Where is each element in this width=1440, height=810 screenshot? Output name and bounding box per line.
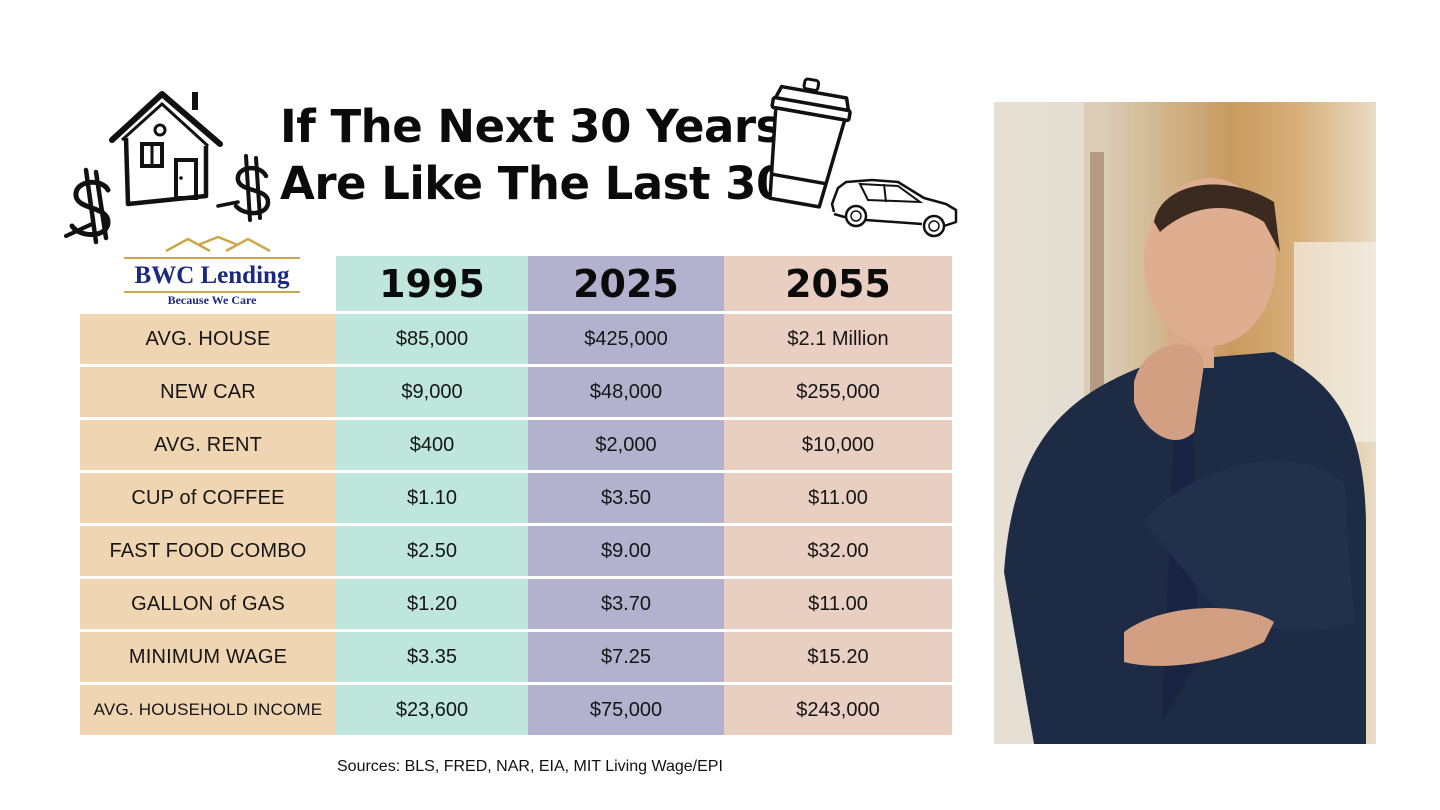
page-title: If The Next 30 Years Are Like The Last 3… bbox=[280, 98, 807, 212]
cell-1995: $23,600 bbox=[336, 682, 528, 735]
logo-tagline: Because We Care bbox=[167, 293, 257, 307]
row-label: AVG. HOUSEHOLD INCOME bbox=[80, 682, 336, 735]
table-row: AVG. HOUSE $85,000 $425,000 $2.1 Million bbox=[80, 311, 952, 366]
column-header-2055: 2055 bbox=[724, 256, 952, 313]
table-row: AVG. RENT $400 $2,000 $10,000 bbox=[80, 417, 952, 472]
cell-2055: $11.00 bbox=[724, 470, 952, 525]
row-label: CUP of COFFEE bbox=[80, 470, 336, 525]
table-row: AVG. HOUSEHOLD INCOME $23,600 $75,000 $2… bbox=[80, 682, 952, 735]
cell-2025: $425,000 bbox=[528, 311, 724, 366]
cell-2025: $48,000 bbox=[528, 364, 724, 419]
cell-2025: $9.00 bbox=[528, 523, 724, 578]
cell-1995: $2.50 bbox=[336, 523, 528, 578]
row-label: NEW CAR bbox=[80, 364, 336, 419]
house-icon bbox=[109, 91, 223, 207]
dollar-sign-icon bbox=[216, 154, 271, 222]
cell-2025: $2,000 bbox=[528, 417, 724, 472]
person-silhouette-icon bbox=[994, 102, 1376, 744]
table-row: NEW CAR $9,000 $48,000 $255,000 bbox=[80, 364, 952, 419]
cell-2025: $7.25 bbox=[528, 629, 724, 684]
cell-2055: $10,000 bbox=[724, 417, 952, 472]
cell-2055: $2.1 Million bbox=[724, 311, 952, 366]
row-label: GALLON of GAS bbox=[80, 576, 336, 631]
cell-2055: $11.00 bbox=[724, 576, 952, 631]
column-header-2025: 2025 bbox=[528, 256, 724, 313]
cell-2025: $75,000 bbox=[528, 682, 724, 735]
cell-1995: $1.10 bbox=[336, 470, 528, 525]
table-row: GALLON of GAS $1.20 $3.70 $11.00 bbox=[80, 576, 952, 631]
cell-1995: $3.35 bbox=[336, 629, 528, 684]
title-line-2: Are Like The Last 30! bbox=[280, 157, 807, 210]
table-row: CUP of COFFEE $1.10 $3.50 $11.00 bbox=[80, 470, 952, 525]
table-row: FAST FOOD COMBO $2.50 $9.00 $32.00 bbox=[80, 523, 952, 578]
table-row: MINIMUM WAGE $3.35 $7.25 $15.20 bbox=[80, 629, 952, 684]
cell-1995: $400 bbox=[336, 417, 528, 472]
row-label: AVG. HOUSE bbox=[80, 311, 336, 366]
row-label: FAST FOOD COMBO bbox=[80, 523, 336, 578]
price-comparison-table: 1995 2025 2055 AVG. HOUSE $85,000 $425,0… bbox=[80, 256, 952, 735]
sources-note: Sources: BLS, FRED, NAR, EIA, MIT Living… bbox=[337, 758, 723, 775]
dollar-sign-icon bbox=[64, 167, 111, 245]
column-header-1995: 1995 bbox=[336, 256, 528, 313]
cell-1995: $85,000 bbox=[336, 311, 528, 366]
cell-1995: $9,000 bbox=[336, 364, 528, 419]
roofline-icon bbox=[165, 235, 271, 253]
cell-2055: $243,000 bbox=[724, 682, 952, 735]
cell-2055: $15.20 bbox=[724, 629, 952, 684]
row-label: MINIMUM WAGE bbox=[80, 629, 336, 684]
coffee-cup-icon bbox=[768, 77, 852, 209]
cell-2025: $3.70 bbox=[528, 576, 724, 631]
logo-name: BWC Lending bbox=[134, 262, 290, 289]
table-header-row: 1995 2025 2055 bbox=[80, 256, 952, 313]
cell-2025: $3.50 bbox=[528, 470, 724, 525]
title-line-1: If The Next 30 Years bbox=[280, 100, 782, 153]
car-icon bbox=[830, 178, 958, 238]
row-label: AVG. RENT bbox=[80, 417, 336, 472]
cell-2055: $255,000 bbox=[724, 364, 952, 419]
cell-1995: $1.20 bbox=[336, 576, 528, 631]
bwc-lending-logo: BWC Lending Because We Care bbox=[120, 235, 304, 312]
cell-2055: $32.00 bbox=[724, 523, 952, 578]
portrait-photo bbox=[994, 102, 1376, 744]
